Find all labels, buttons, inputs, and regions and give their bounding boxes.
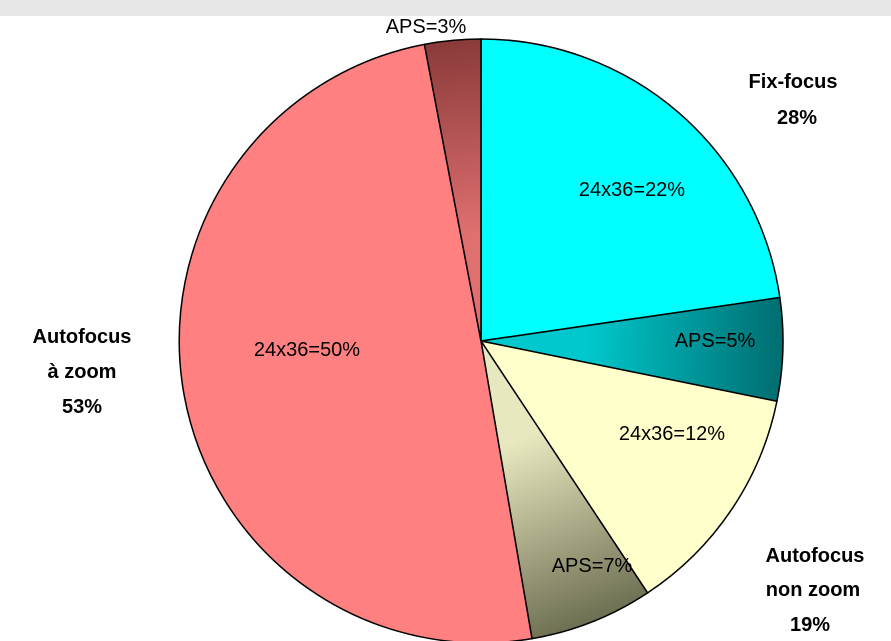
group-label-fixfocus-line2: 28% bbox=[777, 107, 817, 129]
slice-label-afzoom-aps: APS=3% bbox=[386, 16, 467, 38]
group-label-afzoom-line2: à zoom bbox=[48, 361, 117, 383]
slice-label-afzoom-24x36: 24x36=50% bbox=[254, 339, 360, 361]
group-label-afzoom-line3: 53% bbox=[62, 396, 102, 418]
group-label-autofocus-zoom: Autofocus à zoom 53% bbox=[33, 326, 132, 418]
group-label-afnonzoom-line1: Autofocus bbox=[766, 545, 865, 567]
slice-label-fixfocus-aps: APS=5% bbox=[675, 330, 756, 352]
slice-label-afnonzoom-24x36: 24x36=12% bbox=[619, 423, 725, 445]
slice-label-afnonzoom-aps: APS=7% bbox=[552, 555, 633, 577]
group-label-afzoom-line1: Autofocus bbox=[33, 326, 132, 348]
group-label-afnonzoom-line2: non zoom bbox=[766, 579, 860, 601]
group-label-fixfocus: Fix-focus 28% bbox=[749, 71, 838, 129]
group-label-afnonzoom-line3: 19% bbox=[790, 614, 830, 636]
group-label-autofocus-non-zoom: Autofocus non zoom 19% bbox=[766, 545, 865, 636]
group-label-fixfocus-line1: Fix-focus bbox=[749, 71, 838, 93]
slice-label-fixfocus-24x36: 24x36=22% bbox=[579, 179, 685, 201]
